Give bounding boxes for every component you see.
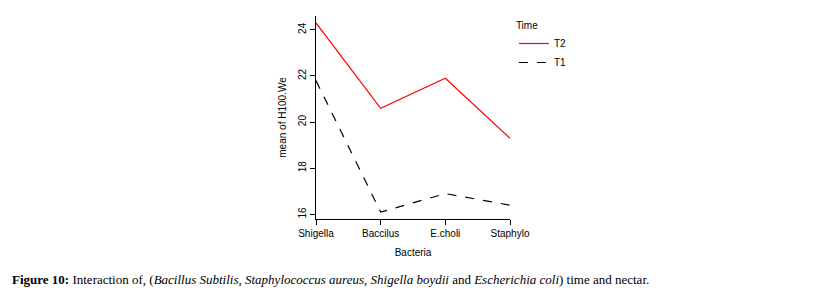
- svg-text:22: 22: [297, 68, 308, 80]
- html-text:Figure 10: Interaction of, (Ba: Figure 10: Interaction of, (Bacillus Sub…: [12, 272, 650, 287]
- svg-text:18: 18: [297, 161, 308, 173]
- svg-text:20: 20: [297, 115, 308, 127]
- svg-text:Baccilus: Baccilus: [362, 228, 399, 239]
- svg-text:T1: T1: [554, 57, 566, 68]
- svg-text:T2: T2: [554, 38, 566, 49]
- svg-text:mean of H100.We: mean of H100.We: [277, 77, 288, 158]
- svg-text:16: 16: [297, 207, 308, 219]
- svg-text:E.choli: E.choli: [430, 228, 460, 239]
- svg-text:Bacteria: Bacteria: [395, 247, 432, 258]
- svg-text:Staphylo: Staphylo: [491, 228, 530, 239]
- svg-text:Shigella: Shigella: [298, 228, 334, 239]
- svg-text:24: 24: [297, 22, 308, 34]
- svg-text:Time: Time: [516, 20, 538, 31]
